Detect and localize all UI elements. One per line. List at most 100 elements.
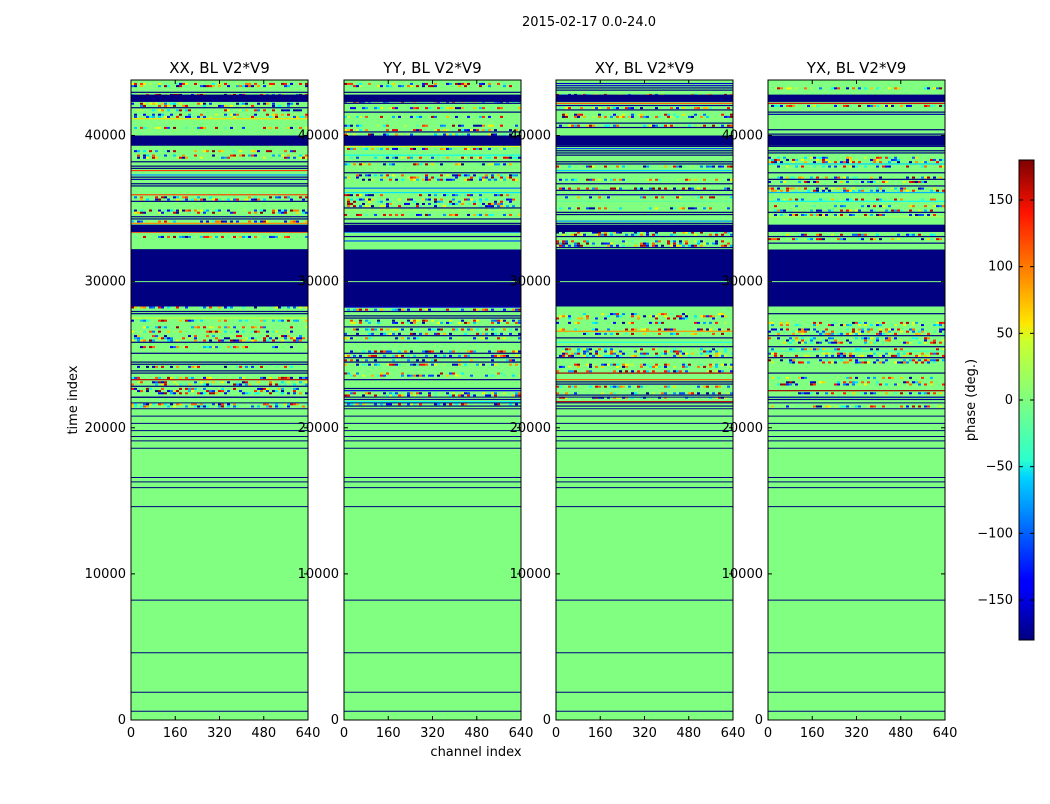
heatmap-cell [900, 104, 903, 107]
heatmap-cell [610, 231, 613, 234]
heatmap-cell [380, 372, 383, 375]
heatmap-cell [167, 126, 170, 129]
heatmap-cell [305, 381, 308, 384]
heatmap-cell [146, 405, 149, 408]
heatmap-cell [634, 328, 637, 331]
heatmap-cell [449, 354, 452, 357]
heatmap-cell [380, 328, 383, 331]
heatmap-cell [771, 361, 774, 364]
heatmap-cell [305, 235, 308, 238]
heatmap-cell [182, 235, 185, 238]
heatmap-cell [849, 354, 852, 357]
heatmap-cell [807, 238, 810, 241]
heatmap-cell [350, 129, 353, 132]
heatmap-cell [682, 348, 685, 351]
dark-band [556, 249, 733, 307]
heatmap-cell [269, 82, 272, 85]
heatmap-cell [368, 174, 371, 177]
heatmap-cell [239, 403, 242, 406]
heatmap-cell [425, 213, 428, 216]
heatmap-cell [425, 332, 428, 335]
heatmap-cell [577, 321, 580, 324]
heatmap-cell [383, 213, 386, 216]
heatmap-cell [473, 107, 476, 110]
heatmap-cell [613, 107, 616, 110]
heatmap-cell [410, 176, 413, 179]
heatmap-cell [885, 156, 888, 159]
heatmap-cell [398, 363, 401, 366]
heatmap-row [131, 363, 308, 365]
heatmap-cell [344, 176, 347, 179]
heatmap-cell [879, 198, 882, 201]
heatmap-cell [682, 107, 685, 110]
heatmap-row [344, 405, 521, 407]
heatmap-cell [413, 374, 416, 377]
heatmap-cell [891, 209, 894, 212]
heatmap-cell [559, 242, 562, 245]
heatmap-cell [392, 202, 395, 205]
heatmap-cell [158, 330, 161, 333]
heatmap-cell [730, 165, 733, 168]
heatmap-cell [365, 363, 368, 366]
heatmap-cell [251, 365, 254, 368]
heatmap-cell [260, 220, 263, 223]
heatmap-cell [592, 354, 595, 357]
heatmap-cell [344, 372, 347, 375]
heatmap-cell [894, 158, 897, 161]
heatmap-cell [413, 163, 416, 166]
heatmap-cell [143, 346, 146, 349]
heatmap-cell [140, 85, 143, 88]
x-tick-label: 160 [588, 726, 613, 741]
heatmap-cell [789, 337, 792, 340]
heatmap-cell [586, 242, 589, 245]
heatmap-cell [515, 328, 518, 331]
heatmap-cell [864, 361, 867, 364]
heatmap-cell [673, 187, 676, 190]
y-tick-label: 40000 [298, 129, 339, 144]
heatmap-cell [461, 328, 464, 331]
heatmap-cell [852, 87, 855, 90]
heatmap-cell [296, 381, 299, 384]
heatmap-cell [347, 124, 350, 127]
heatmap-cell [494, 202, 497, 205]
heatmap-cell [822, 352, 825, 355]
heatmap-cell [622, 178, 625, 181]
heatmap-cell [272, 381, 275, 384]
heatmap-cell [275, 113, 278, 116]
heatmap-cell [673, 385, 676, 388]
heatmap-cell [215, 337, 218, 340]
heatmap-cell [568, 321, 571, 324]
heatmap-cell [470, 359, 473, 362]
heatmap-cell [131, 319, 134, 322]
heatmap-cell [655, 196, 658, 199]
heatmap-cell [374, 107, 377, 110]
panel-title: YY, BL V2*V9 [382, 59, 481, 77]
heatmap-cell [655, 321, 658, 324]
heatmap-cell [589, 124, 592, 127]
heatmap-cell [305, 196, 308, 199]
heatmap-cell [227, 346, 230, 349]
heatmap-cell [494, 156, 497, 159]
heatmap-cell [697, 392, 700, 395]
heatmap-cell [801, 361, 804, 364]
heatmap-cell [571, 240, 574, 243]
heatmap-cell [203, 115, 206, 118]
heatmap-cell [479, 198, 482, 201]
y-tick-label: 0 [543, 713, 551, 728]
heatmap-cell [200, 209, 203, 212]
heatmap-cell [350, 359, 353, 362]
heatmap-cell [718, 370, 721, 373]
heatmap-cell [134, 109, 137, 112]
heatmap-cell [565, 178, 568, 181]
heatmap-cell [855, 233, 858, 236]
heatmap-cell [667, 124, 670, 127]
heatmap-cell [485, 337, 488, 340]
heatmap-cell [419, 163, 422, 166]
heatmap-cell [879, 187, 882, 190]
heatmap-cell [852, 328, 855, 331]
heatmap-cell [727, 207, 730, 210]
heatmap-cell [365, 115, 368, 118]
heatmap-cell [939, 158, 942, 161]
heatmap-cell [365, 205, 368, 208]
x-tick-label: 640 [933, 726, 958, 741]
